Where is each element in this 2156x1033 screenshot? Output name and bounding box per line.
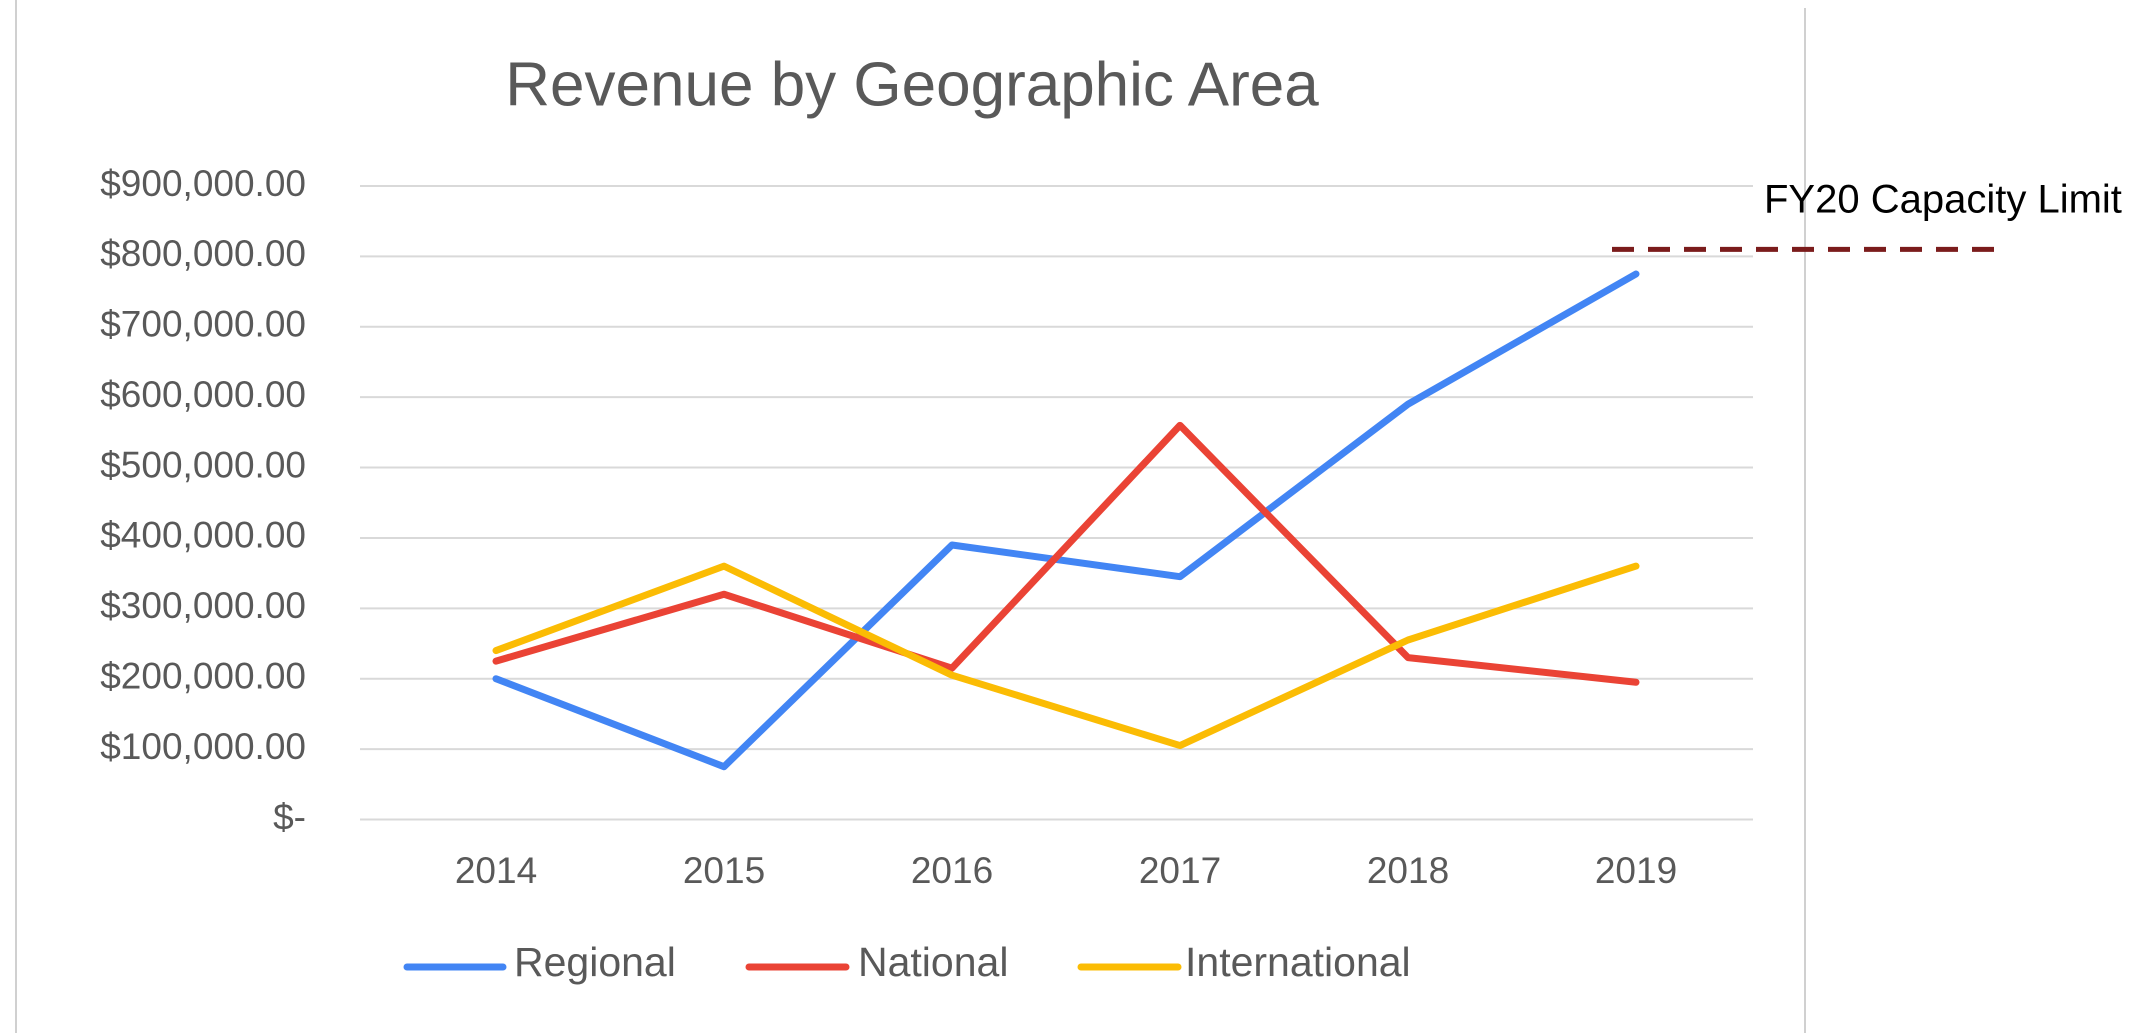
y-tick-label: $400,000.00: [100, 515, 306, 556]
x-tick-label: 2015: [683, 850, 765, 891]
x-tick-label: 2018: [1367, 850, 1449, 891]
capacity-limit-label: FY20 Capacity Limit: [1764, 178, 2122, 222]
series-line: [492, 270, 1640, 771]
y-tick-label: $900,000.00: [100, 163, 306, 204]
legend-label: National: [858, 939, 1008, 985]
y-tick-label: $800,000.00: [100, 233, 306, 274]
chart-title: Revenue by Geographic Area: [505, 50, 1319, 119]
legend-label: International: [1185, 939, 1411, 985]
y-tick-label: $-: [273, 796, 306, 837]
x-tick-label: 2017: [1139, 850, 1221, 891]
y-tick-label: $300,000.00: [100, 585, 306, 626]
x-tick-label: 2014: [455, 850, 537, 891]
y-tick-label: $500,000.00: [100, 444, 306, 485]
y-tick-label: $100,000.00: [100, 726, 306, 767]
series-line: [492, 421, 1640, 686]
legend-label: Regional: [514, 939, 676, 985]
x-tick-label: 2016: [911, 850, 993, 891]
y-tick-label: $700,000.00: [100, 304, 306, 345]
x-tick-label: 2019: [1595, 850, 1677, 891]
y-tick-label: $600,000.00: [100, 374, 306, 415]
series-line: [492, 562, 1640, 750]
y-tick-label: $200,000.00: [100, 656, 306, 697]
